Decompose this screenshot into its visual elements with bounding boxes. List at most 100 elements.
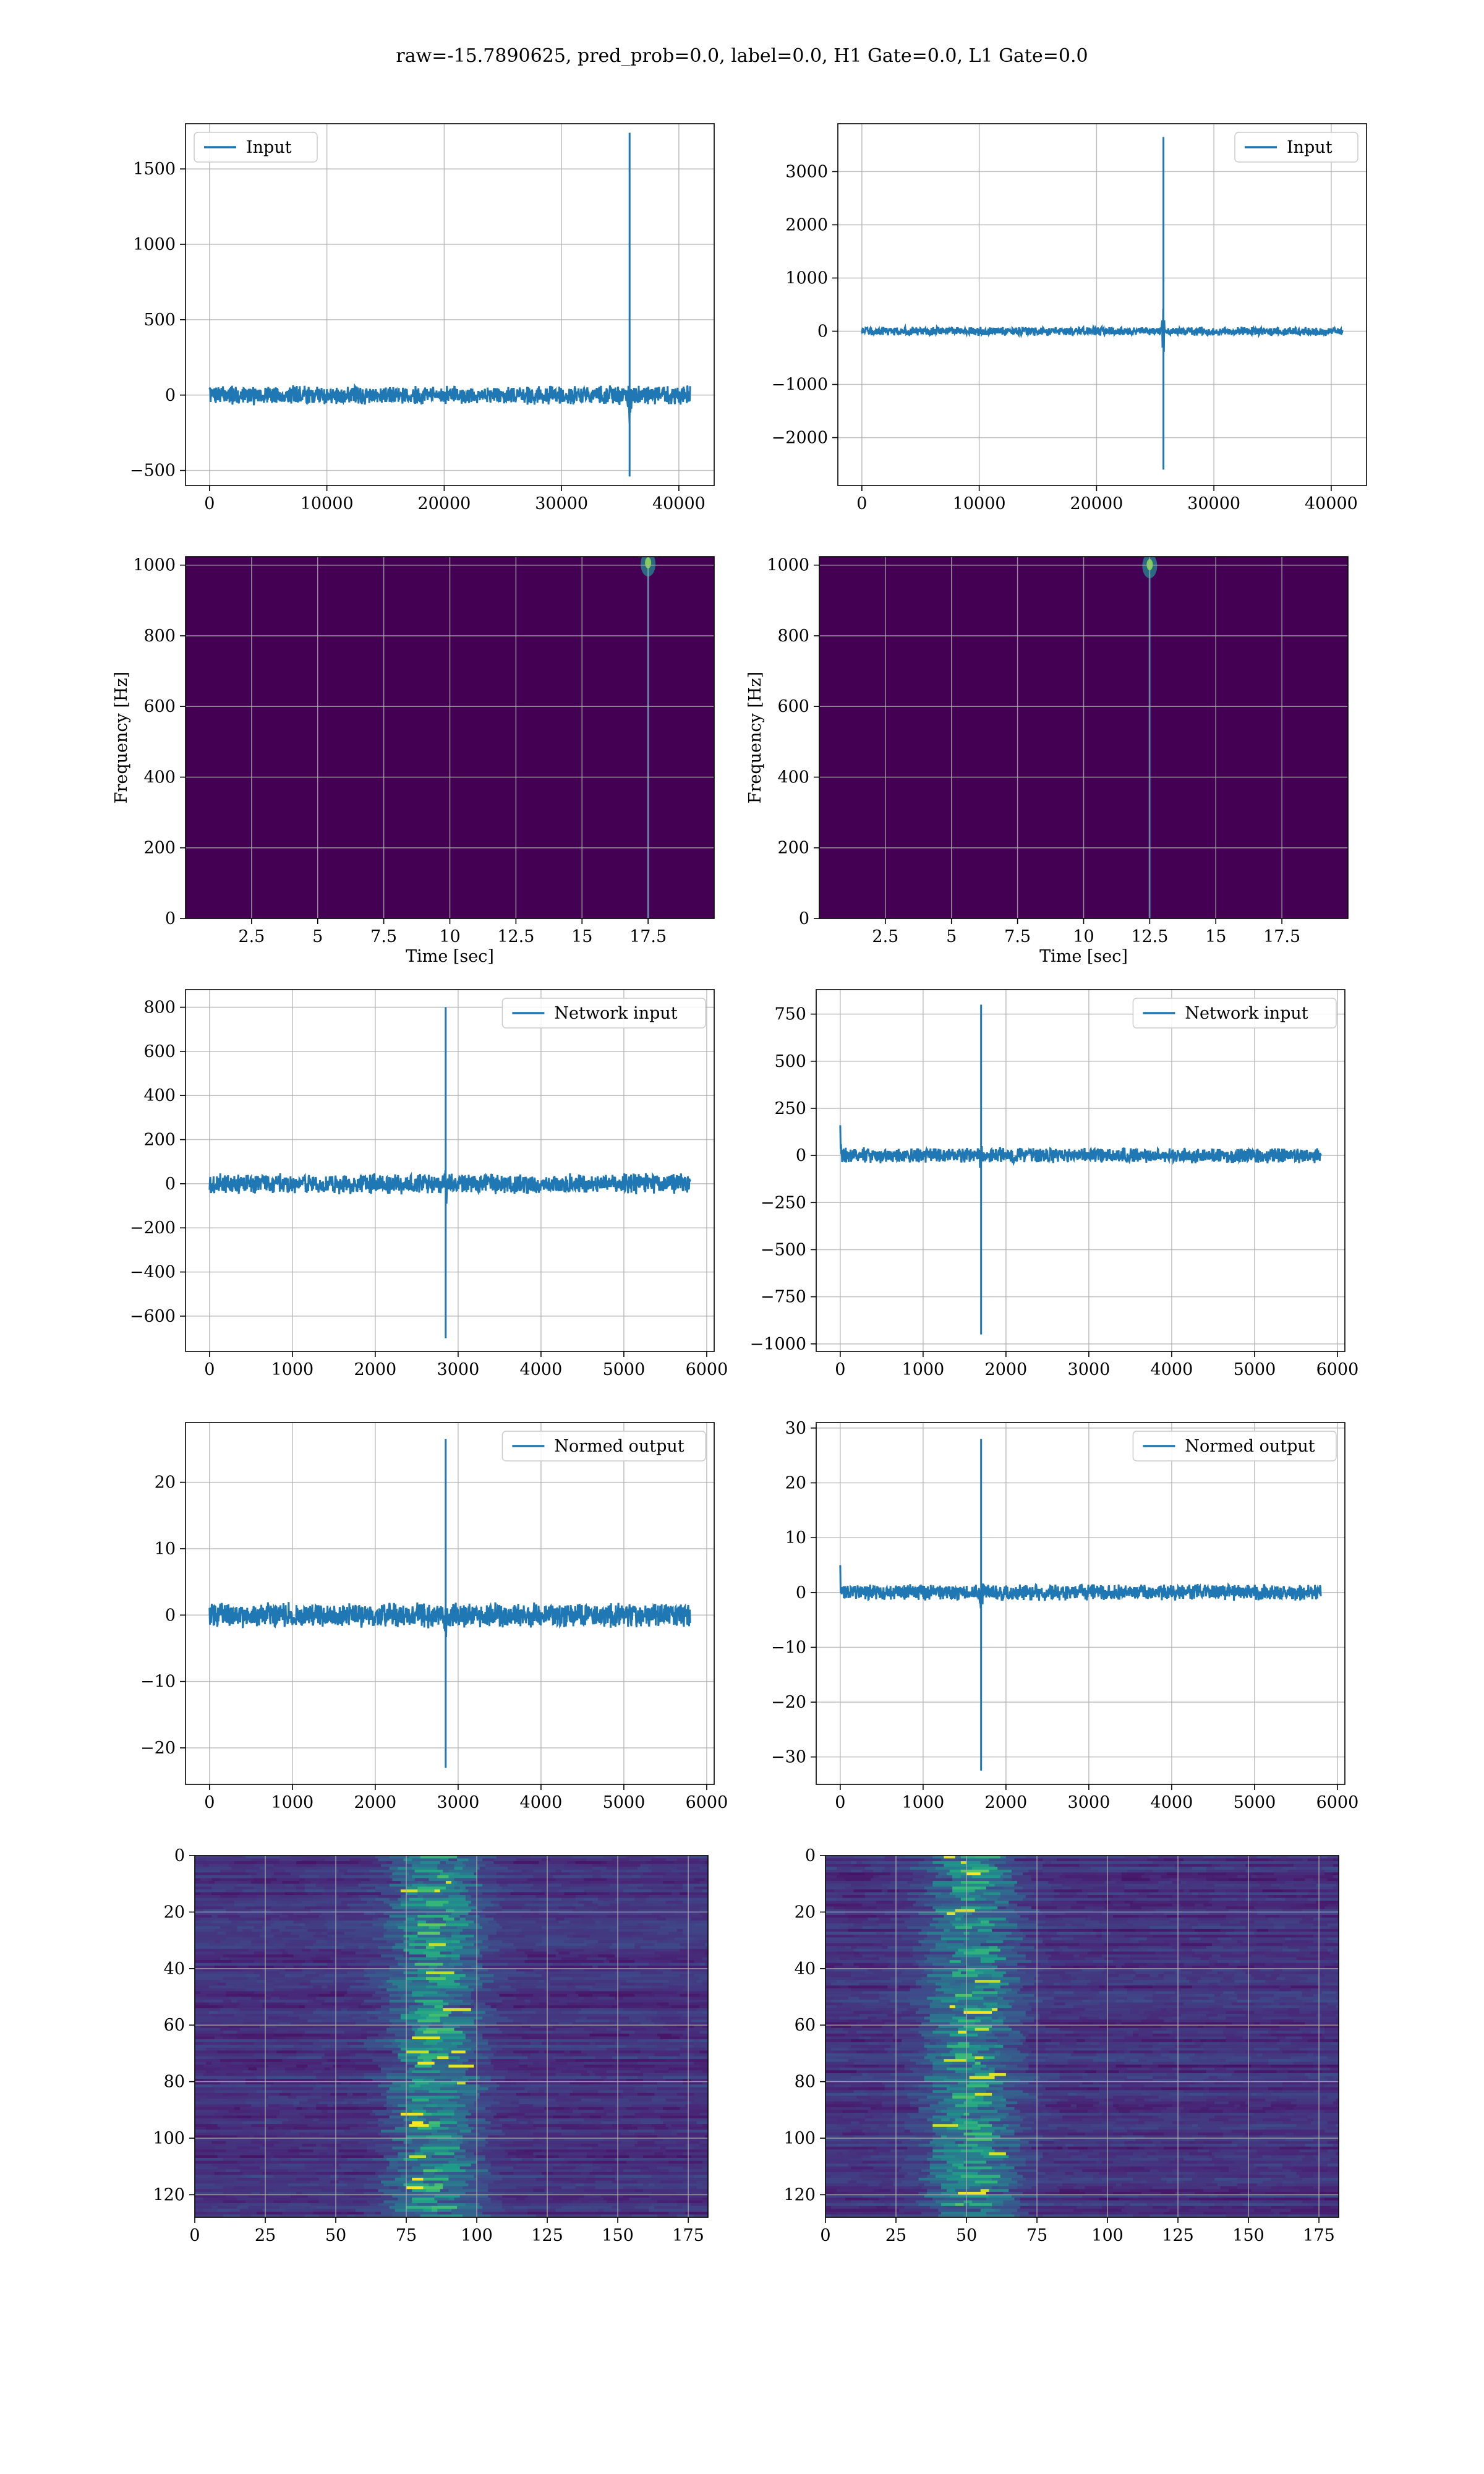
l1-network-input-xtick-label: 4000 (1151, 1360, 1193, 1379)
l1-normed-output-grid (816, 1423, 1345, 1784)
l1-spectrogram-xtick-label: 15 (1205, 927, 1226, 946)
l1-input-xtick-label: 10000 (953, 494, 1006, 513)
l1-spectrogram-ytick-label: 400 (777, 768, 809, 787)
l1-feature-map-ytick-label: 100 (783, 2129, 816, 2148)
l1-normed-output-legend-box (1132, 1431, 1337, 1462)
l1-input-legend-label: Input (1287, 138, 1333, 157)
h1-spectrogram-ytick-label: 0 (165, 909, 176, 928)
h1-normed-output-xtick-label: 4000 (520, 1793, 563, 1812)
l1-spectrogram-panel: 2.5 5 7.5 10 12.5 15 17.5 0 200 400 600 800 1000 Time… (746, 556, 1349, 966)
l1-normed-output-xtick-label: 5000 (1234, 1793, 1276, 1812)
h1-network-input-legend-label: Network input (554, 1004, 677, 1023)
l1-spectrogram-ytick-label: 600 (777, 697, 809, 716)
l1-network-input-ytick-label: −250 (761, 1193, 806, 1212)
l1-network-input-legend: Network input (1132, 998, 1337, 1029)
l1-input-ytick-label: −2000 (772, 429, 828, 448)
l1-network-input-ytick-label: 250 (774, 1099, 806, 1118)
l1-input-ytick-label: 3000 (785, 162, 828, 181)
h1-input-ytick-label: 1000 (133, 235, 176, 254)
l1-normed-output-axes-frame (816, 1422, 1345, 1785)
h1-network-input-ytick-label: 800 (143, 998, 176, 1017)
h1-network-input-xtick-label: 1000 (271, 1360, 314, 1379)
h1-feature-map-xtick-label: 150 (602, 2226, 634, 2245)
l1-normed-output-xtick-label: 1000 (902, 1793, 945, 1812)
l1-network-input-ytick-label: 500 (774, 1052, 806, 1071)
l1-network-input-grid (816, 990, 1345, 1351)
l1-normed-output-legend-label: Normed output (1185, 1437, 1315, 1456)
l1-feature-map-xtick-label: 25 (885, 2226, 906, 2245)
l1-network-input-series-line (839, 1004, 1322, 1335)
l1-spectrogram-xtick-label: 5 (946, 927, 957, 946)
l1-input-ytick-label: 2000 (785, 215, 828, 234)
l1-feature-map-ytick-label: 120 (783, 2185, 816, 2204)
h1-normed-output-ytick-label: 20 (155, 1473, 176, 1492)
h1-input-legend-label: Input (246, 138, 292, 157)
h1-normed-output-xtick-label: 3000 (437, 1793, 480, 1812)
h1-normed-output-ytick-label: 10 (155, 1539, 176, 1559)
h1-network-input-ytick-label: 200 (143, 1131, 176, 1150)
l1-normed-output-xtick-label: 3000 (1068, 1793, 1111, 1812)
l1-network-input-xtick-label: 5000 (1234, 1360, 1276, 1379)
l1-spectrogram-ytick-label: 200 (777, 839, 809, 858)
l1-feature-map-xtick-label: 50 (956, 2226, 977, 2245)
h1-spectrogram-ytick-label: 1000 (133, 556, 176, 575)
l1-normed-output-ytick-label: −20 (771, 1693, 806, 1712)
h1-network-input-xtick-label: 6000 (686, 1360, 728, 1379)
h1-spectrogram-xtick-label: 7.5 (370, 927, 397, 946)
h1-normed-output-ytick-label: 0 (165, 1606, 176, 1625)
l1-network-input-legend-box (1132, 998, 1337, 1029)
l1-feature-map-ytick-label: 20 (795, 1903, 816, 1922)
h1-feature-map-ytick-label: 80 (164, 2073, 185, 2092)
l1-feature-map-axes-frame (825, 1855, 1339, 2218)
l1-input-xtick-label: 30000 (1187, 494, 1240, 513)
l1-feature-map-ytick-label: 40 (795, 1959, 816, 1979)
l1-spectrogram-ytick-label: 0 (799, 909, 809, 928)
l1-network-input-ytick-label: −1000 (750, 1335, 806, 1354)
h1-input-xtick-label: 30000 (535, 494, 588, 513)
h1-spectrogram-ytick-label: 600 (143, 697, 176, 716)
l1-network-input-panel: 0 1000 2000 3000 4000 5000 6000−1000−750−500−2… (750, 989, 1358, 1379)
l1-network-input-xtick-label: 1000 (902, 1360, 945, 1379)
h1-feature-map-heatmap (195, 1856, 708, 2217)
l1-normed-output-legend: Normed output (1132, 1431, 1337, 1462)
l1-spectrogram-ytick-label: 1000 (767, 556, 809, 575)
l1-network-input-ytick-label: 750 (774, 1005, 806, 1024)
h1-normed-output-legend-box (501, 1431, 706, 1462)
l1-network-input-xtick-label: 2000 (985, 1360, 1028, 1379)
l1-network-input-axes-frame (816, 989, 1345, 1352)
l1-input-ytick-label: 1000 (785, 268, 828, 288)
l1-normed-output-panel: 0 1000 2000 3000 4000 5000 6000 −30 −20 −10 0 10 20 3… (771, 1419, 1358, 1812)
l1-input-series-line (861, 137, 1344, 470)
h1-normed-output-legend-label: Normed output (554, 1437, 684, 1456)
l1-spectrogram-ylabel: Frequency [Hz] (746, 672, 765, 803)
h1-network-input-axes-frame (185, 989, 715, 1352)
l1-feature-map-xtick-label: 175 (1303, 2226, 1335, 2245)
l1-feature-map-xtick-label: 150 (1232, 2226, 1264, 2245)
h1-spectrogram-xtick-label: 15 (571, 927, 592, 946)
l1-normed-output-xtick-label: 0 (835, 1793, 845, 1812)
h1-input-series-line (208, 132, 691, 477)
h1-spectrogram-xlabel: Time [sec] (406, 947, 494, 966)
h1-input-ytick-label: 1500 (133, 160, 176, 179)
h1-network-input-ytick-label: −600 (130, 1307, 176, 1326)
h1-spectrogram-xtick-label: 2.5 (238, 927, 265, 946)
h1-normed-output-xtick-label: 0 (204, 1793, 215, 1812)
l1-input-ytick-label: 0 (817, 322, 828, 341)
h1-normed-output-xtick-label: 1000 (271, 1793, 314, 1812)
h1-normed-output-ytick-label: −10 (140, 1672, 176, 1692)
l1-feature-map-panel: 0 25 50 75 100 125 150 175 0 20 40 60 80 100 120 (783, 1846, 1339, 2245)
l1-spectrogram-xtick-label: 12.5 (1131, 927, 1168, 946)
l1-normed-output-series-line (839, 1439, 1322, 1771)
h1-spectrogram-ylabel: Frequency [Hz] (112, 672, 131, 803)
h1-input-panel: 0 10000 20000 30000 40000 −500 0 500 1000 1500 Inp… (130, 123, 715, 513)
l1-feature-map-ytick-label: 0 (805, 1846, 816, 1865)
h1-spectrogram-xtick-label: 10 (439, 927, 460, 946)
l1-feature-map-xtick-label: 100 (1091, 2226, 1124, 2245)
l1-input-xtick-label: 40000 (1305, 494, 1358, 513)
h1-feature-map-xtick-label: 50 (325, 2226, 346, 2245)
h1-feature-map-ytick-label: 120 (153, 2185, 185, 2204)
l1-feature-map-xtick-label: 75 (1026, 2226, 1047, 2245)
h1-feature-map-panel: 0 25 50 75 100 125 150 175 0 20 40 60 80 100 120 (153, 1846, 709, 2245)
l1-normed-output-ytick-label: 20 (785, 1474, 806, 1493)
